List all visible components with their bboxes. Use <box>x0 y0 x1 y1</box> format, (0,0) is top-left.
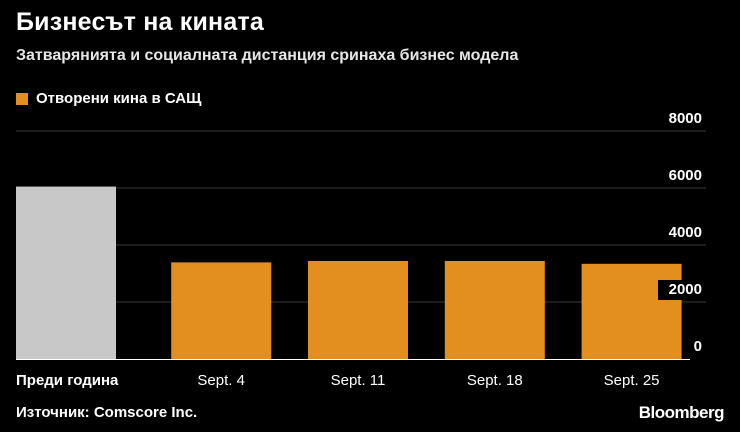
y-tick-label: 8000 <box>669 110 702 127</box>
x-tick-label: Преди година <box>16 372 119 389</box>
x-tick-label: Sept. 18 <box>467 372 523 389</box>
bar <box>308 260 408 359</box>
chart-subtitle: Затварянията и социалната дистанция срин… <box>16 47 519 64</box>
y-tick-label: 2000 <box>669 281 702 298</box>
x-tick-label: Sept. 4 <box>197 372 245 389</box>
bar <box>581 263 682 359</box>
source-note: Източник: Comscore Inc. <box>16 404 198 421</box>
y-tick-label: 0 <box>694 338 702 355</box>
bar <box>171 262 272 359</box>
x-tick-label: Sept. 25 <box>604 372 660 389</box>
chart-title: Бизнесът на кината <box>16 8 265 36</box>
legend: Отворени кина в САЩ <box>16 90 201 107</box>
x-tick-label: Sept. 11 <box>331 372 386 389</box>
bar <box>444 260 545 359</box>
y-tick-backdrop <box>658 280 706 300</box>
legend-label: Отворени кина в САЩ <box>36 90 202 107</box>
brand-logo: Bloomberg <box>638 403 725 422</box>
y-tick-backdrop <box>685 337 706 357</box>
legend-swatch <box>16 92 28 105</box>
y-tick-label: 6000 <box>669 167 702 184</box>
y-tick-backdrop <box>658 166 706 186</box>
y-tick-label: 4000 <box>669 224 702 241</box>
y-tick-backdrop <box>658 223 706 243</box>
bar <box>16 186 116 359</box>
y-tick-backdrop <box>658 109 706 129</box>
